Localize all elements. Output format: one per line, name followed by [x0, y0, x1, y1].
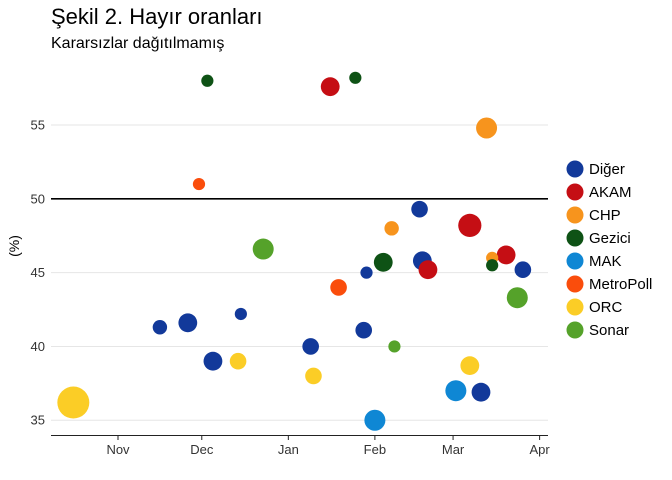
x-tick-label: Mar — [442, 442, 465, 457]
legend-marker — [566, 160, 584, 178]
legend-marker — [566, 321, 584, 339]
data-point — [418, 260, 438, 280]
data-point — [349, 71, 362, 84]
x-tick-label: Jan — [278, 442, 299, 457]
y-tick-label: 40 — [31, 339, 45, 354]
data-point — [302, 338, 319, 355]
legend-marker — [566, 275, 584, 293]
data-point — [476, 117, 498, 139]
y-tick-label: 55 — [31, 118, 45, 133]
chart-subtitle: Kararsızlar dağıtılmamış — [51, 35, 224, 52]
y-tick-label: 35 — [31, 413, 45, 428]
legend-label: CHP — [589, 207, 621, 224]
data-point — [178, 313, 198, 333]
data-point — [252, 238, 274, 260]
data-point — [330, 279, 347, 296]
data-point — [152, 320, 168, 335]
x-tick-label: Dec — [190, 442, 214, 457]
data-point — [458, 213, 482, 238]
data-point — [373, 252, 393, 272]
legend-marker — [566, 206, 584, 224]
data-point — [201, 74, 214, 87]
y-axis-label: (%) — [6, 235, 22, 257]
legend-label: MAK — [589, 253, 622, 270]
data-point — [471, 382, 491, 402]
data-point — [388, 340, 401, 353]
data-point — [486, 259, 499, 272]
data-point — [496, 245, 516, 265]
data-point — [320, 77, 340, 97]
x-tick-label: Apr — [530, 442, 551, 457]
data-point — [364, 409, 386, 431]
legend-marker — [566, 183, 584, 201]
legend-label: Gezici — [589, 230, 631, 247]
data-point — [355, 321, 373, 339]
axes: 35 40 45 50 55 Nov Dec Jan Feb Mar Apr — [31, 118, 551, 457]
data-point — [305, 367, 322, 385]
legend-label: ORC — [589, 299, 623, 316]
legend-label: Sonar — [589, 322, 629, 339]
data-points — [57, 71, 532, 431]
legend-label: MetroPoll — [589, 276, 652, 293]
data-point — [514, 261, 532, 278]
y-tick-label: 50 — [31, 191, 45, 206]
x-tick-label: Nov — [106, 442, 130, 457]
data-point — [384, 221, 399, 236]
data-point — [203, 351, 223, 371]
data-point — [57, 386, 90, 419]
chart-title: Şekil 2. Hayır oranları — [51, 4, 263, 29]
legend-marker — [566, 298, 584, 316]
x-tick-label: Feb — [364, 442, 386, 457]
legend-label: Diğer — [589, 161, 625, 178]
legend-label: AKAM — [589, 184, 632, 201]
legend: Diğer AKAM CHP Gezici MAK MetroPoll ORC Sonar — [566, 160, 652, 339]
data-point — [192, 177, 206, 191]
legend-marker — [566, 229, 584, 247]
data-point — [229, 352, 247, 370]
y-tick-label: 45 — [31, 265, 45, 280]
data-point — [411, 200, 428, 218]
data-point — [445, 380, 467, 402]
gridlines — [51, 124, 548, 421]
data-point — [460, 356, 480, 376]
legend-marker — [566, 252, 584, 270]
data-point — [506, 287, 528, 309]
data-point — [234, 307, 247, 321]
data-point — [360, 266, 373, 279]
